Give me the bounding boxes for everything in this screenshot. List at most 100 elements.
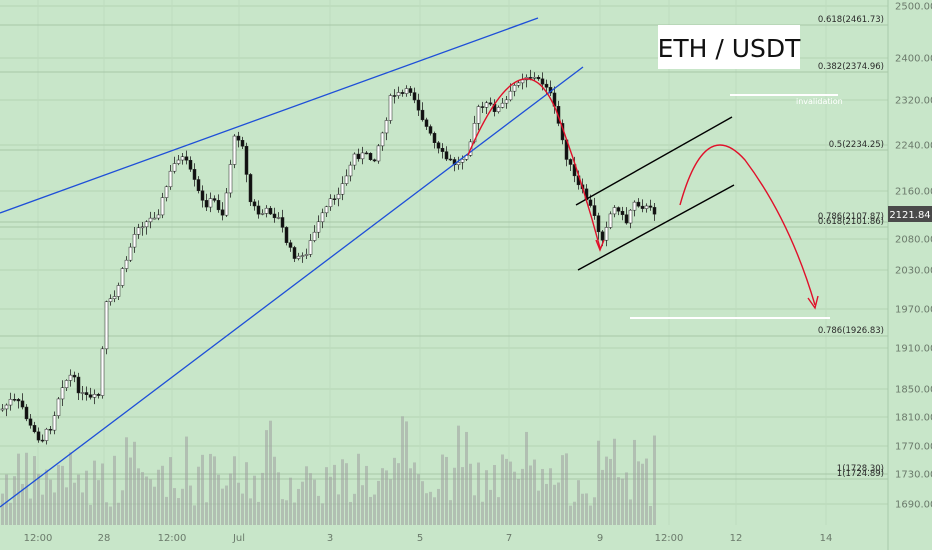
y-tick-label: 1690.00 bbox=[895, 500, 932, 511]
candle-body bbox=[120, 268, 125, 286]
volume-bar bbox=[37, 473, 40, 525]
volume-bar bbox=[621, 478, 624, 525]
candle-body bbox=[80, 392, 85, 394]
candle-body bbox=[620, 210, 625, 215]
volume-bar bbox=[353, 493, 356, 525]
volume-bar bbox=[25, 452, 28, 525]
candle-body bbox=[8, 399, 13, 406]
candle-body bbox=[484, 102, 489, 108]
volume-bar bbox=[169, 457, 172, 525]
volume-bar bbox=[149, 479, 152, 525]
volume-bar bbox=[645, 458, 648, 525]
title-box: ETH / USDT bbox=[658, 25, 801, 69]
volume-bar bbox=[217, 474, 220, 525]
candle-body bbox=[220, 209, 225, 216]
volume-bar bbox=[521, 468, 524, 525]
y-tick-label: 1730.00 bbox=[895, 470, 932, 481]
volume-bar bbox=[417, 474, 420, 525]
candle-body bbox=[156, 214, 161, 219]
candle-body bbox=[104, 301, 109, 350]
x-tick-label: 12:00 bbox=[655, 533, 684, 544]
y-tick-label: 1910.00 bbox=[895, 344, 932, 355]
candle-body bbox=[232, 135, 237, 165]
volume-bar bbox=[289, 477, 292, 525]
volume-bar bbox=[181, 488, 184, 525]
volume-bar bbox=[229, 473, 232, 525]
candle-body bbox=[48, 428, 53, 431]
candle-body bbox=[300, 255, 305, 257]
volume-bar bbox=[393, 457, 396, 525]
volume-bar bbox=[593, 497, 596, 525]
volume-bar bbox=[233, 456, 236, 525]
candle-body bbox=[204, 200, 209, 208]
volume-bar bbox=[517, 478, 520, 525]
volume-bar bbox=[501, 454, 504, 525]
candle-body bbox=[540, 78, 545, 85]
volume-bar bbox=[237, 482, 240, 525]
candle-body bbox=[604, 227, 609, 241]
volume-bar bbox=[449, 500, 452, 525]
y-tick-label: 1970.00 bbox=[895, 305, 932, 316]
volume-bar bbox=[485, 470, 488, 525]
current-price: 2121.84 bbox=[889, 210, 930, 221]
volume-bar bbox=[553, 484, 556, 525]
y-tick-label: 2500.00 bbox=[895, 2, 932, 13]
candle-body bbox=[24, 406, 29, 420]
volume-bar bbox=[653, 435, 656, 525]
volume-bar bbox=[137, 468, 140, 525]
volume-bar bbox=[145, 476, 148, 525]
volume-bar bbox=[513, 471, 516, 525]
candle-body bbox=[588, 199, 593, 206]
price-axis: 2500.00 2400.00 2320.00 2240.00 2160.00 2080.… bbox=[895, 2, 932, 511]
candle-body bbox=[344, 175, 349, 184]
candle-body bbox=[536, 77, 541, 80]
volume-bar bbox=[305, 466, 308, 525]
volume-bar bbox=[117, 502, 120, 525]
volume-bar bbox=[113, 455, 116, 525]
volume-bar bbox=[401, 416, 404, 525]
candle-body bbox=[400, 92, 405, 94]
candle-body bbox=[132, 234, 137, 248]
volume-bar bbox=[225, 485, 228, 525]
candle-body bbox=[116, 285, 121, 297]
x-tick-label: 14 bbox=[820, 533, 833, 544]
volume-bar bbox=[105, 502, 108, 525]
candle-body bbox=[284, 227, 289, 243]
volume-bar bbox=[185, 436, 188, 525]
candle-body bbox=[392, 95, 397, 97]
volume-bar bbox=[245, 462, 248, 525]
volume-bar bbox=[389, 479, 392, 525]
volume-bar bbox=[381, 468, 384, 525]
candle-body bbox=[308, 240, 313, 255]
volume-bar bbox=[313, 479, 316, 525]
candle-body bbox=[56, 398, 61, 416]
volume-bar bbox=[265, 430, 268, 525]
candle-body bbox=[248, 174, 253, 203]
volume-bar bbox=[65, 487, 68, 525]
volume-bar bbox=[177, 498, 180, 525]
lower-trendline bbox=[0, 66, 584, 508]
x-tick-label: 7 bbox=[506, 533, 512, 544]
volume-bar bbox=[541, 468, 544, 525]
volume-bar bbox=[189, 485, 192, 525]
candle-body bbox=[500, 102, 505, 108]
candle-body bbox=[436, 142, 441, 149]
candle-body bbox=[528, 77, 533, 79]
candle-body bbox=[632, 201, 637, 211]
volume-bar bbox=[49, 479, 52, 525]
volume-bar bbox=[441, 454, 444, 525]
y-tick-label: 2160.00 bbox=[895, 187, 932, 198]
candle-body bbox=[372, 159, 377, 162]
volume-bar bbox=[493, 465, 496, 525]
volume-bar bbox=[193, 505, 196, 525]
candle-body bbox=[628, 209, 633, 224]
candle-body bbox=[160, 197, 165, 216]
candle-body bbox=[648, 205, 653, 208]
candle-body bbox=[624, 214, 629, 224]
candle-body bbox=[224, 192, 229, 216]
candle-body bbox=[412, 92, 417, 101]
candle-body bbox=[212, 198, 217, 201]
time-axis: 12:00 28 12:00 Jul 3 5 7 9 12:00 12 14 bbox=[24, 533, 833, 544]
candle-body bbox=[280, 217, 285, 228]
volume-bar bbox=[533, 459, 536, 525]
